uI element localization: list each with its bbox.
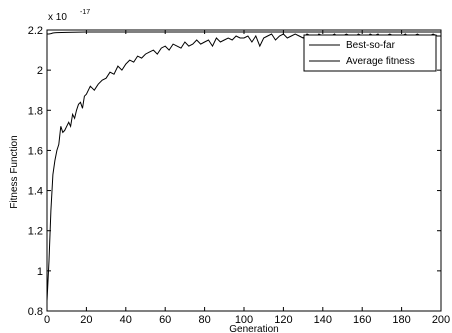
y-axis-label: Fitness Function bbox=[9, 135, 20, 208]
exponent-base-label: x 10 bbox=[48, 12, 67, 23]
x-tick-label-1: 20 bbox=[80, 314, 92, 326]
x-tick-label-0: 0 bbox=[44, 314, 50, 326]
x-tick-label-10: 200 bbox=[432, 314, 450, 326]
x-axis-label: Generation bbox=[229, 324, 278, 333]
x-tick-label-7: 140 bbox=[314, 314, 332, 326]
y-tick-label-2: 1.2 bbox=[28, 226, 43, 238]
x-tick-label-4: 80 bbox=[198, 314, 210, 326]
legend-label-average: Average fitness bbox=[346, 56, 415, 67]
x-tick-label-6: 120 bbox=[274, 314, 292, 326]
y-tick-label-3: 1.4 bbox=[28, 186, 43, 198]
y-tick-label-4: 1.6 bbox=[28, 145, 43, 157]
axes-layer: 0 20 40 60 80 100 120 140 160 180 200 0.8 1 1.2 1.4 1.6… bbox=[28, 25, 450, 326]
y-tick-label-5: 1.8 bbox=[28, 105, 43, 117]
series-line-best-so-far bbox=[47, 31, 441, 35]
legend-label-best: Best-so-far bbox=[346, 40, 396, 51]
x-tick-label-9: 180 bbox=[392, 314, 410, 326]
x-tick-label-2: 40 bbox=[120, 314, 132, 326]
y-tick-label-6: 2 bbox=[37, 65, 43, 77]
x-tick-label-3: 60 bbox=[159, 314, 171, 326]
x-tick-label-8: 160 bbox=[353, 314, 371, 326]
legend-box bbox=[303, 34, 437, 72]
y-tick-label-1: 1 bbox=[37, 266, 43, 278]
y-tick-label-0: 0.8 bbox=[28, 306, 43, 318]
x-tick-label-5: 100 bbox=[235, 314, 253, 326]
exponent-power-label: -17 bbox=[80, 9, 90, 16]
y-tick-label-7: 2.2 bbox=[28, 25, 43, 37]
legend: Best-so-far Average fitness bbox=[303, 34, 437, 72]
